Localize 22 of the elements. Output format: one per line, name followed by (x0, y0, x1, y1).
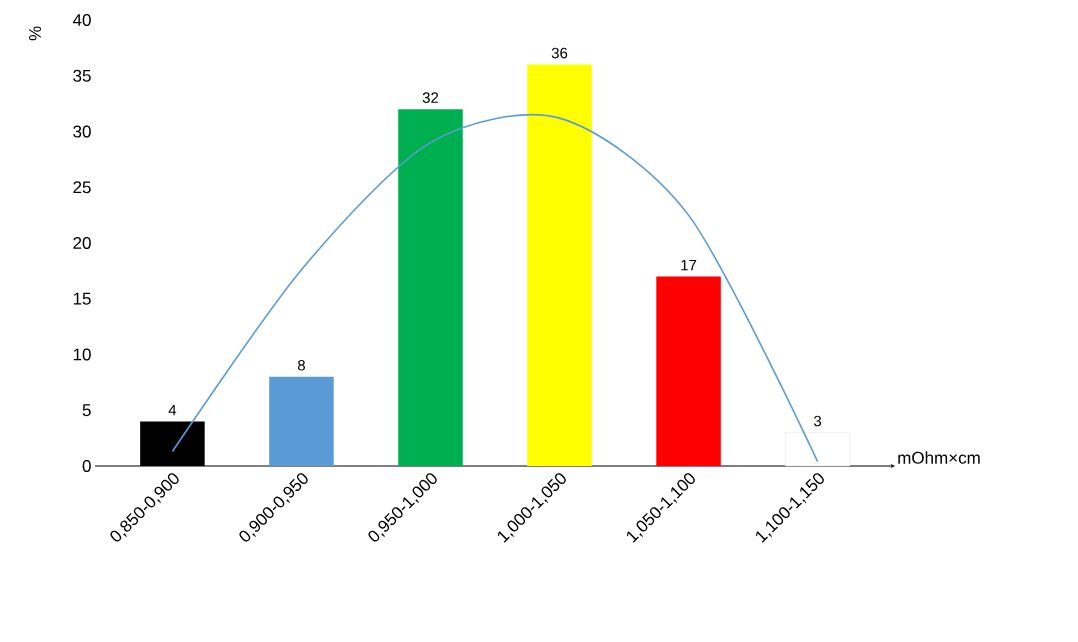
data-label: 32 (422, 92, 439, 103)
data-label: 36 (551, 47, 568, 59)
y-tick-label: 10 (73, 348, 91, 361)
data-label: 8 (297, 359, 305, 371)
y-tick-label: 35 (73, 69, 91, 82)
y-tick-label: 40 (72, 13, 91, 27)
bar (527, 64, 592, 466)
y-tick-label: 15 (73, 292, 91, 305)
y-axis-title: % (29, 26, 41, 41)
data-label: 4 (168, 404, 177, 416)
data-label: 3 (813, 415, 822, 427)
bar (269, 376, 334, 466)
x-axis-title: mOhm×cm (898, 451, 980, 464)
y-tick-label: 20 (73, 236, 91, 250)
bar (785, 432, 851, 467)
y-tick-label: 0 (82, 459, 91, 473)
bar (656, 276, 721, 466)
y-tick-label: 5 (82, 404, 91, 417)
data-label: 17 (681, 259, 697, 271)
bar (398, 109, 463, 466)
y-tick-label: 30 (73, 125, 91, 138)
y-tick-label: 25 (73, 181, 91, 194)
